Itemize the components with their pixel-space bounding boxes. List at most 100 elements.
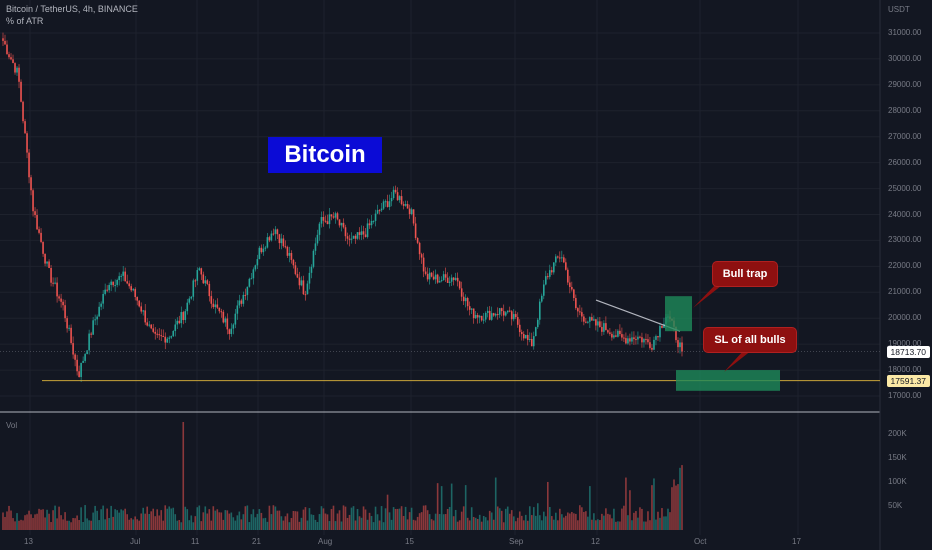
candle-body	[280, 238, 283, 244]
candle-body	[474, 314, 477, 319]
volume-bar	[595, 520, 597, 530]
volume-bar	[627, 515, 629, 530]
candle-body	[216, 304, 219, 308]
candle-body	[124, 271, 126, 282]
candle-body	[402, 204, 405, 206]
candle-body	[284, 246, 287, 248]
volume-bar	[649, 520, 651, 530]
candle-body	[679, 342, 681, 348]
volume-bar	[488, 510, 491, 530]
volume-bar	[262, 518, 265, 530]
time-tick: 17	[792, 537, 801, 546]
candle-body	[376, 210, 379, 214]
volume-bar	[637, 517, 639, 530]
candle-body	[208, 283, 211, 297]
candle-body	[38, 229, 40, 233]
candle-body	[144, 310, 147, 323]
candle-body	[310, 266, 313, 273]
volume-bar	[264, 517, 267, 530]
candle-body	[122, 271, 124, 276]
candle-body	[362, 231, 365, 235]
volume-bar	[60, 515, 62, 530]
candle-body	[615, 335, 617, 337]
price-tick: 25000.00	[888, 183, 922, 193]
candle-body	[643, 339, 645, 343]
candle-body	[540, 295, 543, 302]
candle-body	[244, 294, 247, 296]
candle-body	[174, 324, 177, 331]
volume-bar	[222, 519, 225, 530]
volume-bar	[496, 506, 499, 530]
stop-loss-zone[interactable]	[676, 370, 780, 391]
volume-bar	[314, 519, 317, 530]
volume-bar	[258, 509, 261, 530]
volume-bar	[38, 508, 40, 530]
candle-body	[126, 281, 128, 284]
candle-body	[571, 286, 573, 290]
candle-body	[504, 312, 507, 316]
candle-body	[486, 310, 489, 313]
volume-bar	[224, 510, 227, 530]
candle-body	[492, 313, 495, 316]
candle-body	[404, 204, 407, 206]
sl-callout[interactable]: SL of all bulls	[703, 327, 797, 353]
candle-body	[476, 314, 479, 318]
candle-body	[414, 223, 417, 239]
candle-body	[214, 304, 217, 308]
candle-body	[48, 261, 50, 268]
candle-body	[605, 323, 607, 331]
volume-bar	[44, 517, 46, 530]
candle-body	[146, 322, 149, 326]
candle-body	[106, 289, 108, 291]
volume-bar	[673, 479, 675, 530]
volume-bar	[350, 507, 353, 530]
volume-label: Vol	[6, 421, 18, 430]
candle-body	[625, 338, 627, 344]
volume-bar	[671, 487, 673, 530]
volume-bar	[322, 508, 325, 530]
candle-body	[613, 335, 615, 338]
volume-bar	[400, 506, 403, 530]
candle-body	[100, 303, 102, 307]
candle-body	[192, 280, 195, 297]
volume-bar	[216, 509, 219, 530]
volume-bar	[547, 481, 549, 530]
volume-bar	[364, 509, 367, 530]
indicator-label[interactable]: % of ATR	[6, 16, 44, 26]
volume-bar	[326, 514, 329, 530]
volume-bar	[84, 505, 86, 530]
candle-body	[176, 320, 179, 325]
volume-bar	[236, 515, 239, 530]
price-tick: 19000.00	[888, 339, 922, 349]
candle-body	[292, 259, 295, 266]
candle-body	[374, 213, 377, 221]
volume-bar	[180, 522, 183, 530]
candle-body	[456, 277, 459, 282]
candle-body	[68, 327, 70, 329]
volume-bar	[46, 509, 48, 530]
candle-body	[394, 189, 397, 193]
title-annotation[interactable]: Bitcoin	[268, 137, 382, 173]
volume-bar	[14, 521, 16, 530]
volume-bar	[555, 512, 557, 530]
volume-bar	[306, 520, 309, 530]
volume-bar	[154, 516, 157, 530]
candle-body	[591, 317, 593, 321]
volume-bar	[178, 520, 181, 530]
volume-bar	[226, 510, 229, 530]
candle-body	[462, 296, 465, 302]
candle-body	[218, 307, 221, 312]
candle-body	[358, 232, 361, 235]
symbol-title[interactable]: Bitcoin / TetherUS, 4h, BINANCE	[6, 4, 138, 14]
volume-bar	[126, 514, 128, 530]
bull-trap-zone[interactable]	[665, 296, 692, 332]
candle-body	[567, 269, 569, 283]
bull-trap-callout[interactable]: Bull trap	[712, 261, 778, 287]
candle-body	[518, 324, 521, 333]
volume-bar	[432, 520, 435, 530]
volume-bar	[460, 511, 463, 530]
candle-body	[458, 281, 461, 289]
volume-bar	[641, 508, 643, 530]
volume-bar	[94, 505, 96, 530]
